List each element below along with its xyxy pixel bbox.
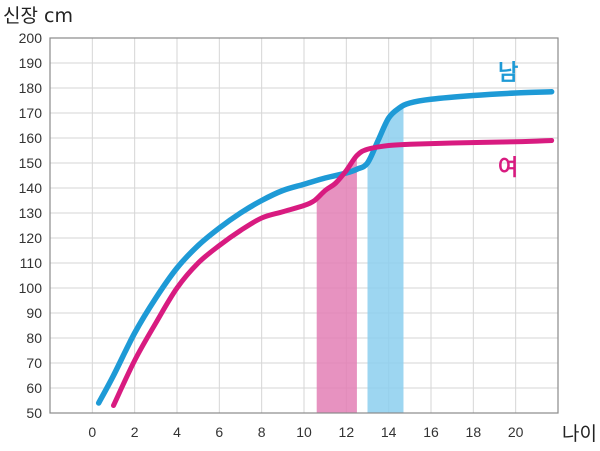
series-line-male [95, 89, 555, 406]
y-tick-label: 160 [19, 130, 43, 146]
x-tick-label: 0 [88, 424, 96, 440]
y-tick-label: 200 [19, 30, 43, 46]
x-tick-label: 20 [508, 424, 524, 440]
y-tick-label: 180 [19, 80, 43, 96]
plot-border [49, 37, 559, 414]
x-tick-label: 6 [215, 424, 223, 440]
series-lines [95, 89, 555, 408]
y-tick-label: 170 [19, 105, 43, 121]
y-tick-label: 50 [26, 405, 42, 421]
y-tick-label: 80 [26, 330, 42, 346]
y-tick-label: 120 [19, 230, 43, 246]
y-tick-label: 140 [19, 180, 43, 196]
x-tick-labels: 0 2 4 6 8 10 12 14 16 18 20 [88, 424, 523, 440]
y-tick-label: 150 [19, 155, 43, 171]
x-tick-label: 4 [173, 424, 181, 440]
x-tick-label: 12 [339, 424, 355, 440]
y-tick-label: 190 [19, 55, 43, 71]
x-tick-label: 2 [131, 424, 139, 440]
x-tick-label: 14 [381, 424, 397, 440]
legend-label-female: 여 [498, 156, 518, 181]
y-tick-label: 100 [19, 280, 43, 296]
series-line-female [111, 138, 555, 408]
y-tick-label: 130 [19, 205, 43, 221]
x-tick-label: 8 [258, 424, 266, 440]
x-tick-label: 10 [296, 424, 312, 440]
x-axis-title: 나이 [562, 423, 597, 445]
plot-frame [49, 37, 559, 414]
legend-label-male: 남 [498, 61, 518, 86]
y-tick-label: 90 [26, 305, 42, 321]
y-tick-label: 70 [26, 355, 42, 371]
x-tick-label: 16 [423, 424, 439, 440]
y-axis-title: 신장 cm [3, 5, 73, 27]
highlight-band-여 [316, 155, 357, 413]
highlight-band-남 [367, 106, 404, 413]
y-tick-label: 110 [20, 255, 43, 271]
highlight-bands [316, 106, 404, 413]
x-tick-label: 18 [466, 424, 482, 440]
y-tick-label: 60 [26, 380, 42, 396]
y-tick-labels: 50 60 70 80 90 100 110 120 130 140 150 160 170 180 190… [19, 30, 43, 421]
